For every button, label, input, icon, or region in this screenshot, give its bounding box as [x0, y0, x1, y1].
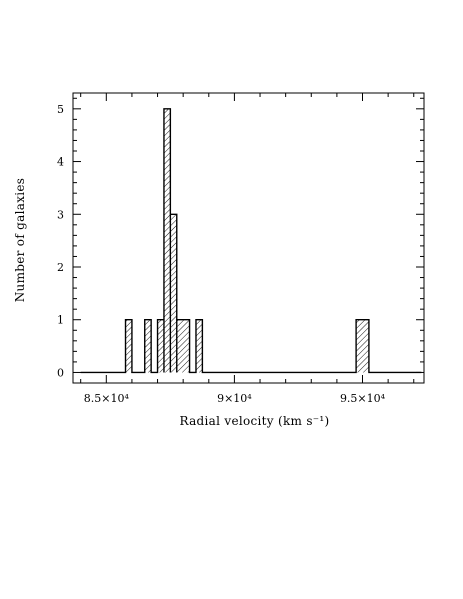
histogram-outline	[80, 108, 422, 374]
histogram-bar	[170, 214, 177, 373]
y-tick-label: 1	[57, 314, 64, 327]
y-tick-label: 5	[57, 103, 64, 116]
y-axis-title: Number of galaxies	[13, 178, 27, 303]
x-tick-label: 8.5×10⁴	[84, 392, 130, 405]
histogram-bar	[157, 319, 164, 373]
tick-labels: 8.5×10⁴ 9×10⁴ 9.5×10⁴ 0 1 2 3 4 5	[57, 103, 386, 405]
plot-frame	[72, 92, 425, 384]
histogram-bar	[144, 319, 152, 373]
plot-area	[80, 108, 422, 374]
histogram-bar	[356, 319, 369, 373]
y-tick-label: 4	[57, 156, 64, 169]
axis-ticks	[73, 93, 424, 384]
x-axis-title: Radial velocity (km s⁻¹)	[179, 414, 329, 428]
y-tick-label: 3	[57, 208, 64, 221]
histogram-bar	[195, 319, 203, 373]
y-tick-label: 2	[57, 261, 64, 274]
histogram-bar	[125, 319, 132, 373]
histogram-bar	[163, 108, 171, 373]
x-tick-label: 9×10⁴	[217, 392, 252, 405]
y-tick-label: 0	[57, 366, 64, 379]
histogram-bar	[176, 319, 190, 373]
x-tick-label: 9.5×10⁴	[340, 392, 386, 405]
